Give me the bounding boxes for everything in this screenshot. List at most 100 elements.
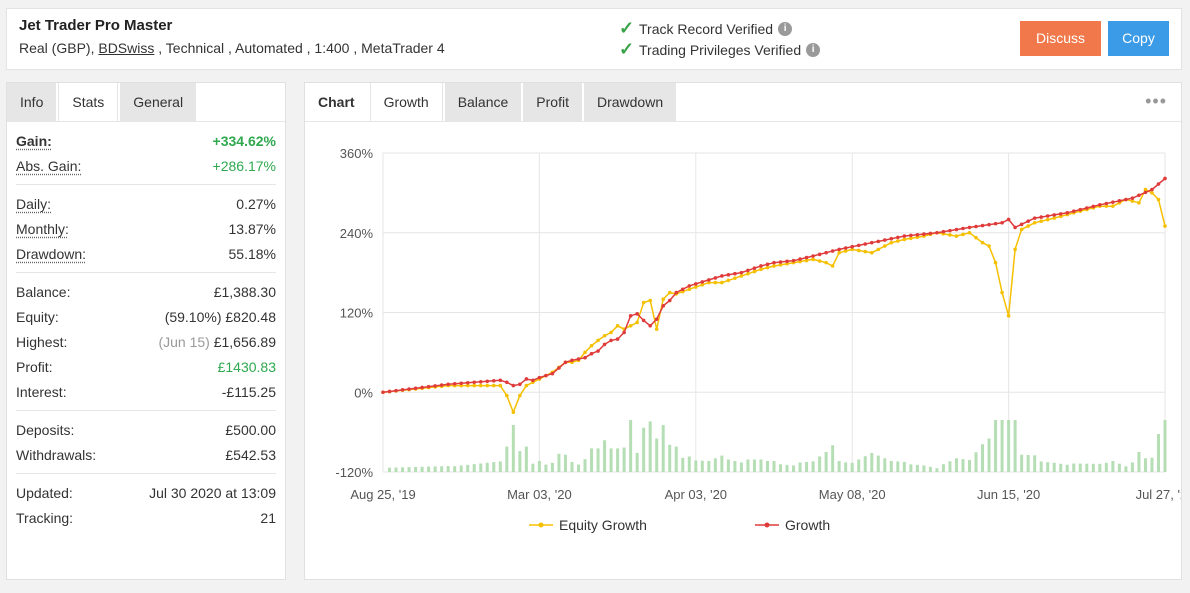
activity-bar <box>557 453 561 472</box>
activity-bar <box>622 447 626 472</box>
growth-point <box>563 360 568 365</box>
gain-label[interactable]: Gain: <box>16 132 52 149</box>
tab-profit[interactable]: Profit <box>523 83 582 121</box>
tab-general[interactable]: General <box>120 83 197 121</box>
broker-link[interactable]: BDSwiss <box>98 40 155 56</box>
tab-balance[interactable]: Balance <box>444 83 522 121</box>
equity-growth-point <box>615 323 620 328</box>
growth-point <box>1019 222 1024 227</box>
growth-point <box>1143 190 1148 195</box>
interest-label: Interest: <box>16 383 67 400</box>
activity-bar <box>1059 463 1063 472</box>
growth-point <box>1026 219 1030 224</box>
growth-point <box>680 287 685 292</box>
equity-growth-point <box>863 249 868 254</box>
equity-growth-point <box>1019 227 1024 232</box>
daily-label[interactable]: Daily: <box>16 195 52 212</box>
growth-point <box>524 377 529 381</box>
tab-stats[interactable]: Stats <box>58 83 119 121</box>
growth-point <box>1045 214 1050 218</box>
growth-point <box>550 371 555 376</box>
abs-gain-label[interactable]: Abs. Gain: <box>16 157 82 174</box>
activity-bar <box>1026 455 1030 472</box>
activity-bar <box>1130 462 1134 472</box>
growth-point <box>843 246 848 250</box>
growth-point <box>622 330 626 335</box>
activity-bar <box>459 465 463 472</box>
activity-bar <box>655 438 659 472</box>
equity-growth-point <box>772 264 776 268</box>
equity-growth-point <box>498 383 503 388</box>
growth-point <box>1006 217 1011 222</box>
growth-point <box>641 318 646 323</box>
growth-point <box>804 255 809 260</box>
growth-point <box>752 266 757 270</box>
activity-bar <box>954 458 958 472</box>
activity-bar <box>902 461 906 472</box>
growth-point <box>387 389 392 394</box>
equity-growth-point <box>1111 204 1115 208</box>
system-subtitle: Real (GBP), BDSwiss , Technical , Automa… <box>19 40 445 56</box>
drawdown-label[interactable]: Drawdown: <box>16 245 87 262</box>
equity-growth-point <box>1156 197 1161 202</box>
gain-value: +334.62% <box>212 132 276 149</box>
y-tick-label: 0% <box>354 385 373 400</box>
tab-chart[interactable]: Chart <box>305 83 368 121</box>
withdrawals-label: Withdrawals: <box>16 446 97 463</box>
equity-growth-point <box>837 250 841 255</box>
activity-bar <box>603 440 607 472</box>
activity-bar <box>1078 463 1082 472</box>
equity-growth-point <box>687 287 692 292</box>
equity-growth-point <box>654 327 659 331</box>
equity-growth-point <box>589 343 594 348</box>
monthly-label[interactable]: Monthly: <box>16 220 69 237</box>
equity-percent: (59.10%) <box>164 308 222 325</box>
chart-tabs: Chart Growth Balance Profit Drawdown <box>305 83 678 121</box>
legend-equity-growth[interactable]: Equity Growth <box>529 517 647 533</box>
activity-bar <box>726 459 730 472</box>
activity-bar <box>798 462 802 472</box>
activity-bar <box>590 448 594 472</box>
equity-growth-point <box>518 393 522 398</box>
growth-point <box>531 378 535 383</box>
equity-growth-point <box>948 233 952 237</box>
y-tick-label: 240% <box>340 226 374 241</box>
growth-point <box>400 388 405 392</box>
growth-point <box>687 284 692 288</box>
activity-bar <box>1091 463 1095 472</box>
copy-button[interactable]: Copy <box>1108 21 1169 56</box>
y-tick-label: 120% <box>340 306 374 321</box>
info-icon[interactable]: i <box>806 42 821 57</box>
growth-point <box>452 381 457 386</box>
growth-point <box>980 223 985 228</box>
equity-growth-point <box>1163 224 1167 228</box>
growth-point <box>1156 182 1161 186</box>
tab-growth[interactable]: Growth <box>369 83 443 121</box>
activity-bar <box>759 459 763 472</box>
info-icon[interactable]: i <box>778 21 793 36</box>
track-record-verified: ✓ Track Record Verified i <box>619 18 793 39</box>
x-tick-label: May 08, '20 <box>819 487 886 502</box>
tab-drawdown[interactable]: Drawdown <box>583 83 677 121</box>
more-options-icon[interactable]: ••• <box>1145 91 1167 111</box>
highest-value: (Jun 15) £1,656.89 <box>158 334 276 350</box>
activity-bar <box>427 466 431 472</box>
equity-growth-point <box>1150 191 1154 195</box>
growth-point <box>700 280 705 284</box>
activity-bar <box>420 466 424 472</box>
growth-point <box>896 235 900 240</box>
tab-info[interactable]: Info <box>7 83 57 121</box>
growth-chart: 360% 240% 120% 0% -120% Aug 25, '19 Mar 03, '2… <box>335 146 1181 502</box>
growth-point <box>381 390 385 395</box>
monthly-row: Monthly: 13.87% <box>16 216 276 241</box>
growth-point <box>1104 201 1109 206</box>
equity-growth-point <box>987 244 991 248</box>
activity-bar <box>1046 462 1050 472</box>
legend-growth[interactable]: Growth <box>755 517 830 533</box>
activity-bar <box>544 464 548 472</box>
activity-bar <box>1156 434 1160 472</box>
growth-point <box>1124 197 1128 202</box>
activity-bar <box>811 461 815 472</box>
activity-bar <box>505 446 509 472</box>
discuss-button[interactable]: Discuss <box>1020 21 1101 56</box>
